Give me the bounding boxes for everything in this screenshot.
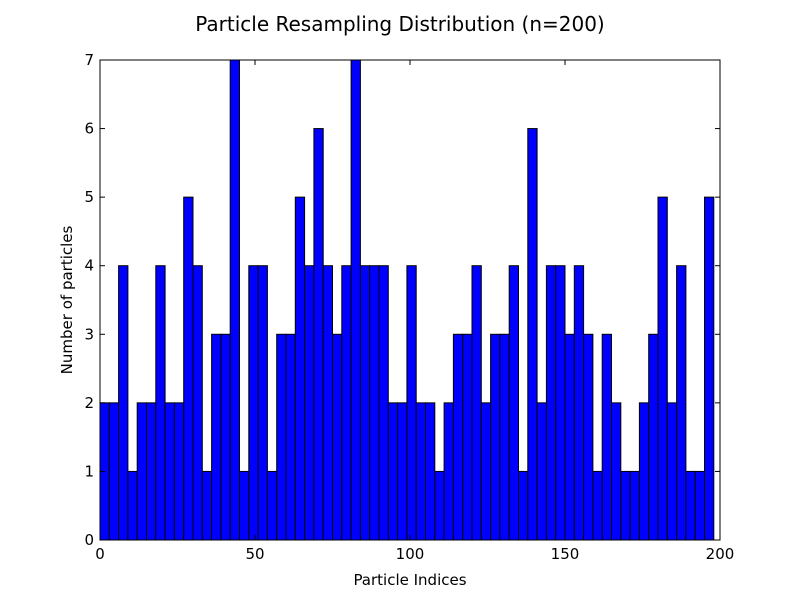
histogram-bar: [518, 470, 529, 541]
histogram-bar: [434, 470, 445, 541]
histogram-bar: [564, 333, 575, 541]
histogram-bar: [341, 265, 352, 541]
histogram-bar: [415, 402, 427, 541]
histogram-bar: [545, 265, 557, 541]
histogram-bar: [462, 333, 473, 541]
histogram-bar: [229, 59, 240, 541]
histogram-bar: [108, 402, 120, 541]
y-tick-label: 7: [84, 51, 94, 69]
histogram-bar: [536, 402, 547, 541]
histogram-bar: [657, 196, 668, 541]
histogram-bar: [257, 265, 268, 541]
histogram-bar: [173, 402, 185, 541]
bars-group: [99, 59, 715, 541]
histogram-bar: [611, 402, 622, 541]
chart-title: Particle Resampling Distribution (n=200): [195, 12, 605, 36]
x-axis-label: Particle Indices: [353, 571, 466, 589]
histogram-bar: [136, 402, 147, 541]
y-axis-label: Number of particles: [58, 225, 76, 374]
histogram-bar: [676, 265, 687, 541]
histogram-bar: [155, 265, 166, 541]
y-tick-label: 2: [84, 394, 94, 412]
histogram-bar: [406, 265, 417, 541]
histogram-bar: [666, 402, 678, 541]
histogram-bar: [118, 265, 129, 541]
histogram-bar: [397, 402, 408, 541]
histogram-bar: [592, 470, 603, 541]
histogram-bar: [527, 128, 538, 541]
histogram-bar: [638, 402, 650, 541]
histogram-bar: [285, 333, 296, 541]
plot-frame: [99, 59, 721, 541]
histogram-bar: [471, 265, 482, 541]
y-tick-label: 0: [84, 531, 94, 549]
histogram-bar: [127, 470, 138, 541]
histogram-bar: [425, 402, 436, 541]
histogram-bar: [378, 265, 389, 541]
histogram-bar: [620, 470, 631, 541]
histogram-bar: [313, 128, 324, 541]
ticks-group: 0 50 100 150 200 0 1 2 3 4 5 6 7: [84, 51, 734, 563]
x-tick-label: 100: [396, 545, 425, 563]
histogram-bar: [332, 333, 343, 541]
histogram-bar: [387, 402, 399, 541]
histogram-bar: [480, 402, 492, 541]
x-tick-label: 150: [551, 545, 580, 563]
histogram-bar: [555, 265, 566, 541]
histogram-bar: [146, 402, 157, 541]
histogram-bar: [490, 333, 501, 541]
histogram-bar: [648, 333, 659, 541]
histogram-bar: [183, 196, 194, 541]
histogram-bar: [276, 333, 287, 541]
histogram-bar: [192, 265, 203, 541]
histogram-bar: [629, 470, 640, 541]
histogram-bar: [211, 333, 222, 541]
histogram-bar: [452, 333, 464, 541]
histogram-bar: [369, 265, 380, 541]
x-tick-label: 0: [95, 545, 105, 563]
histogram-bar: [601, 333, 613, 541]
histogram-bar: [266, 470, 278, 541]
histogram-bar: [573, 265, 585, 541]
histogram-bar: [704, 196, 715, 541]
histogram-bar: [201, 470, 213, 541]
histogram-bar: [583, 333, 594, 541]
histogram-bar: [443, 402, 454, 541]
x-tick-label: 50: [245, 545, 264, 563]
histogram-bar: [359, 265, 371, 541]
histogram-bar: [304, 265, 315, 541]
histogram-bar: [350, 59, 361, 541]
histogram-bar: [322, 265, 334, 541]
y-tick-label: 4: [84, 257, 94, 275]
histogram-bar: [248, 265, 259, 541]
x-tick-label: 200: [706, 545, 735, 563]
y-tick-label: 6: [84, 120, 94, 138]
histogram-bar: [164, 402, 175, 541]
histogram-bar: [499, 333, 510, 541]
histogram-bar: [220, 333, 231, 541]
y-tick-label: 1: [84, 462, 94, 480]
y-tick-label: 3: [84, 325, 94, 343]
histogram-bar: [694, 470, 706, 541]
histogram-bar: [685, 470, 696, 541]
histogram-bar: [294, 196, 306, 541]
y-tick-label: 5: [84, 188, 94, 206]
histogram-bar: [239, 470, 250, 541]
histogram-bar: [508, 265, 520, 541]
